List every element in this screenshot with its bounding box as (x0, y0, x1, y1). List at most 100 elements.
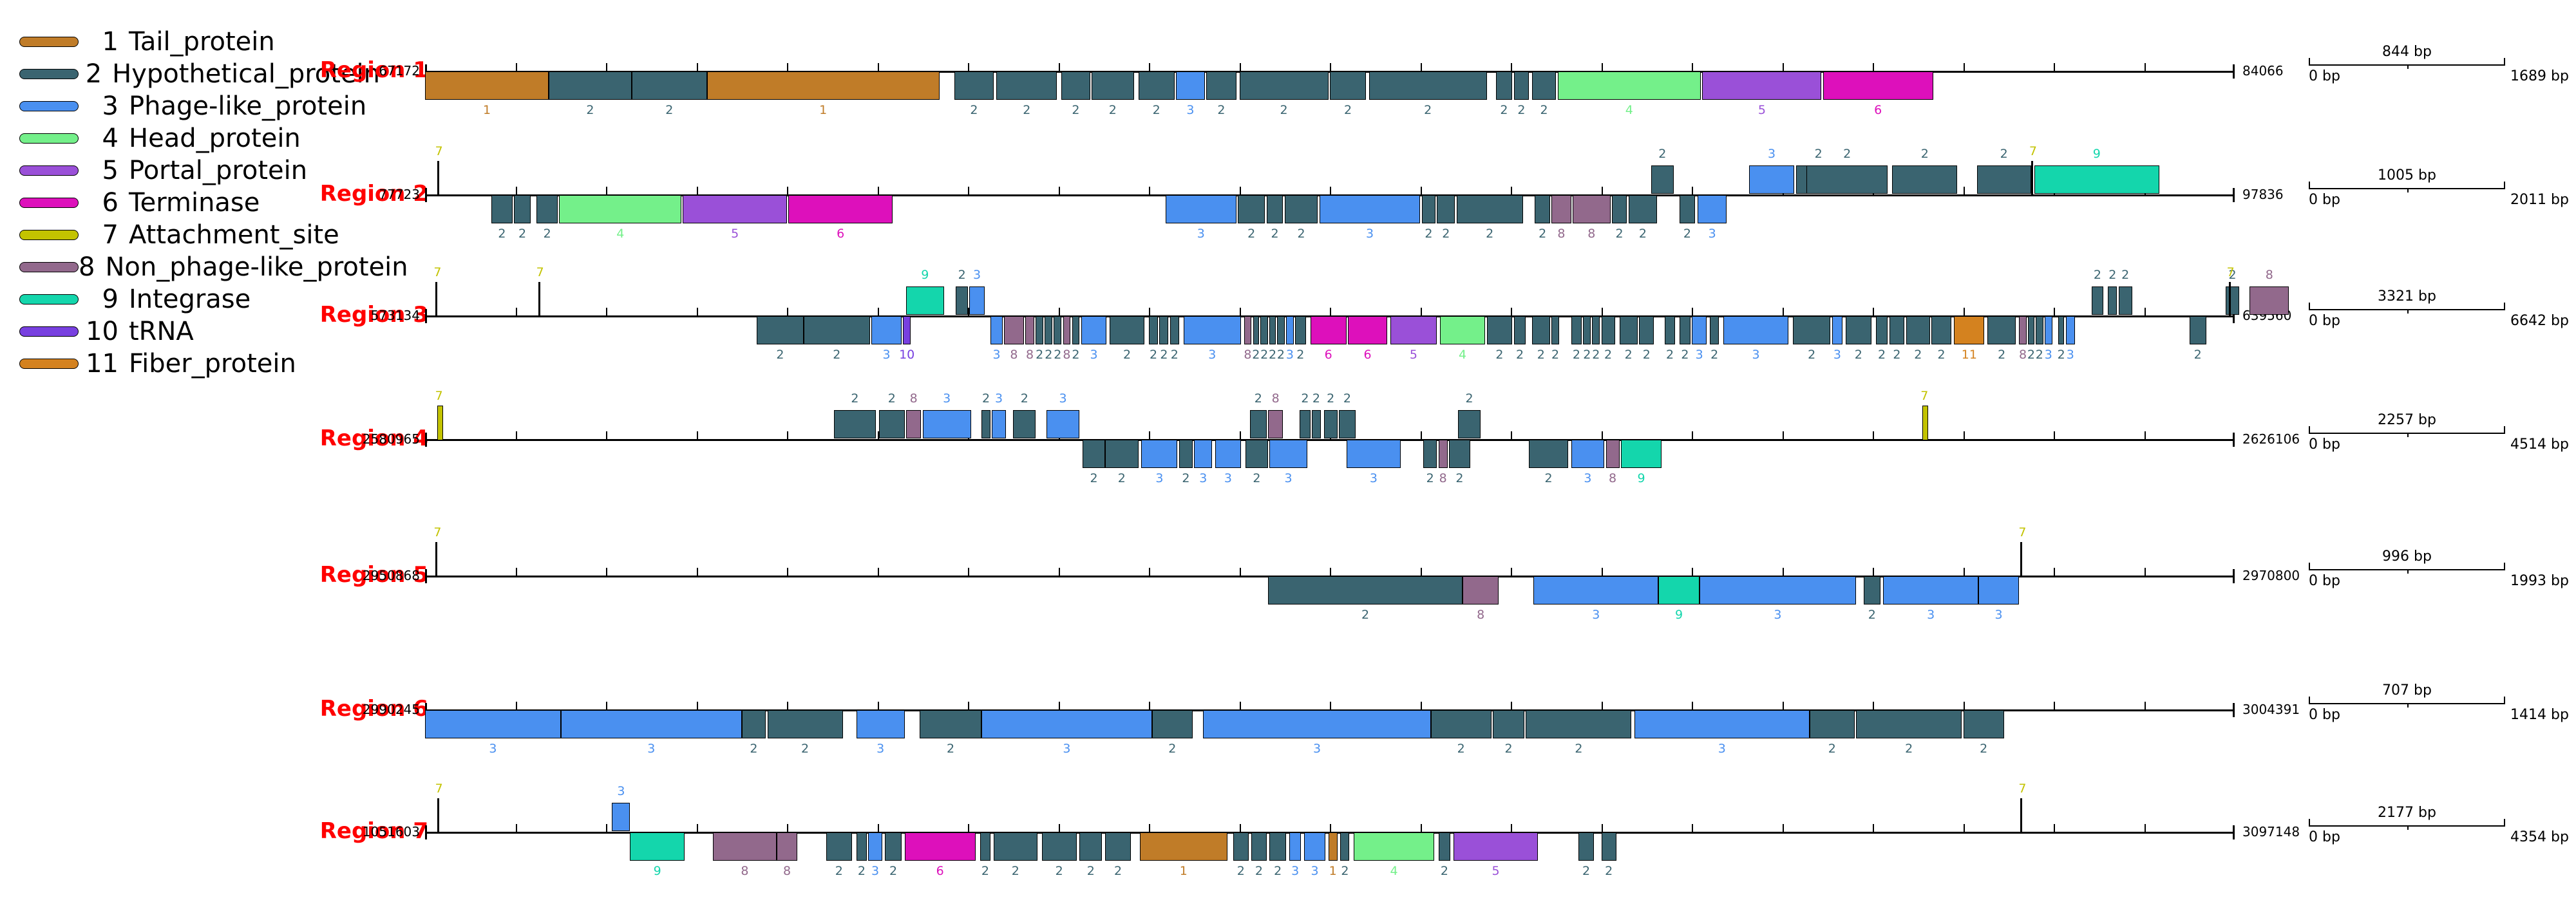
gene-feature[interactable] (1238, 195, 1265, 223)
gene-feature[interactable] (1529, 440, 1568, 468)
gene-feature[interactable] (1079, 832, 1103, 861)
attachment-site-marker[interactable] (435, 282, 438, 317)
gene-feature[interactable] (1535, 195, 1550, 223)
gene-feature[interactable] (1013, 410, 1036, 438)
gene-feature[interactable] (1421, 195, 1435, 223)
attachment-site-marker[interactable] (2020, 542, 2023, 577)
gene-feature[interactable] (1269, 832, 1287, 861)
gene-feature[interactable] (1072, 316, 1080, 344)
gene-feature[interactable] (757, 316, 804, 344)
gene-feature[interactable] (1526, 710, 1632, 738)
gene-feature[interactable] (1551, 195, 1571, 223)
gene-feature[interactable] (981, 410, 991, 438)
gene-feature[interactable] (1583, 316, 1591, 344)
gene-feature[interactable] (1244, 316, 1252, 344)
gene-feature[interactable] (1578, 832, 1594, 861)
gene-feature[interactable] (1253, 316, 1259, 344)
gene-feature[interactable] (1680, 316, 1690, 344)
attachment-site-marker[interactable] (437, 798, 439, 833)
gene-feature[interactable] (905, 286, 944, 315)
attachment-site-marker[interactable] (437, 161, 439, 196)
gene-feature[interactable] (560, 710, 742, 738)
gene-feature[interactable] (1639, 316, 1654, 344)
gene-feature[interactable] (2249, 286, 2289, 315)
gene-feature[interactable] (425, 710, 561, 738)
gene-feature[interactable] (1702, 71, 1822, 100)
gene-feature[interactable] (1856, 710, 1962, 738)
gene-feature[interactable] (1551, 316, 1559, 344)
gene-feature[interactable] (1954, 316, 1985, 344)
gene-feature[interactable] (1165, 195, 1236, 223)
gene-feature[interactable] (1620, 440, 1662, 468)
gene-feature[interactable] (1601, 832, 1616, 861)
gene-feature[interactable] (1046, 410, 1080, 438)
gene-feature[interactable] (905, 410, 922, 438)
gene-feature[interactable] (1310, 316, 1347, 344)
gene-feature[interactable] (1266, 195, 1283, 223)
gene-feature[interactable] (1875, 316, 1888, 344)
gene-feature[interactable] (904, 832, 976, 861)
gene-feature[interactable] (1025, 316, 1035, 344)
gene-feature[interactable] (1340, 832, 1350, 861)
gene-feature[interactable] (1194, 440, 1213, 468)
gene-feature[interactable] (833, 410, 876, 438)
gene-feature[interactable] (1300, 410, 1311, 438)
gene-feature[interactable] (1531, 316, 1550, 344)
gene-feature[interactable] (856, 832, 867, 861)
gene-feature[interactable] (1863, 576, 1880, 604)
gene-feature[interactable] (2189, 316, 2206, 344)
gene-feature[interactable] (1531, 71, 1557, 100)
gene-feature[interactable] (559, 195, 682, 223)
gene-feature[interactable] (1430, 710, 1492, 738)
gene-feature[interactable] (1513, 71, 1530, 100)
gene-feature[interactable] (1105, 832, 1131, 861)
gene-feature[interactable] (2091, 286, 2104, 315)
gene-feature[interactable] (992, 410, 1006, 438)
gene-feature[interactable] (491, 195, 513, 223)
gene-feature[interactable] (1906, 316, 1930, 344)
gene-feature[interactable] (1319, 195, 1421, 223)
gene-feature[interactable] (1354, 832, 1434, 861)
gene-feature[interactable] (1170, 316, 1179, 344)
gene-feature[interactable] (1311, 410, 1321, 438)
gene-feature[interactable] (1179, 440, 1193, 468)
gene-feature[interactable] (1348, 316, 1387, 344)
gene-feature[interactable] (1439, 316, 1486, 344)
gene-feature[interactable] (1423, 440, 1437, 468)
gene-feature[interactable] (2118, 286, 2132, 315)
gene-feature[interactable] (1698, 195, 1727, 223)
gene-feature[interactable] (826, 832, 852, 861)
gene-feature[interactable] (1176, 71, 1205, 100)
gene-feature[interactable] (2225, 286, 2239, 315)
gene-feature[interactable] (788, 195, 893, 223)
gene-feature[interactable] (1269, 316, 1276, 344)
gene-feature[interactable] (1571, 440, 1605, 468)
gene-feature[interactable] (856, 710, 905, 738)
gene-feature[interactable] (1495, 71, 1513, 100)
gene-feature[interactable] (1151, 710, 1193, 738)
gene-feature[interactable] (1892, 165, 1958, 194)
attachment-site-marker[interactable] (538, 282, 540, 317)
gene-feature[interactable] (920, 710, 982, 738)
gene-feature[interactable] (1346, 440, 1401, 468)
gene-feature[interactable] (990, 316, 1003, 344)
gene-feature[interactable] (1139, 832, 1227, 861)
gene-feature[interactable] (1045, 316, 1053, 344)
gene-feature[interactable] (1183, 316, 1241, 344)
gene-feature[interactable] (1339, 410, 1356, 438)
gene-feature[interactable] (2034, 165, 2159, 194)
gene-feature[interactable] (1233, 832, 1249, 861)
gene-feature[interactable] (2028, 316, 2034, 344)
gene-feature[interactable] (1845, 316, 1871, 344)
gene-feature[interactable] (1267, 576, 1463, 604)
gene-feature[interactable] (1619, 316, 1638, 344)
gene-feature[interactable] (1036, 316, 1044, 344)
gene-feature[interactable] (1809, 710, 1855, 738)
gene-feature[interactable] (1004, 316, 1024, 344)
gene-feature[interactable] (1458, 410, 1481, 438)
gene-feature[interactable] (767, 710, 843, 738)
gene-feature[interactable] (1573, 195, 1611, 223)
gene-feature[interactable] (1448, 440, 1470, 468)
gene-feature[interactable] (922, 410, 971, 438)
gene-feature[interactable] (1492, 710, 1525, 738)
